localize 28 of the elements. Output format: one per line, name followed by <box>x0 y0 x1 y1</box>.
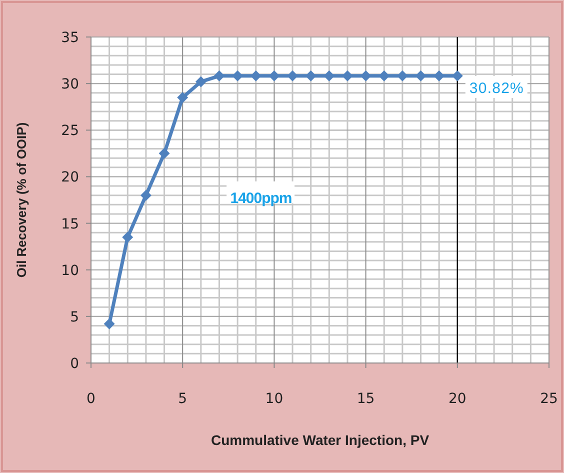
point <box>177 92 188 104</box>
point <box>195 76 206 88</box>
y-tick-label: 30 <box>61 76 79 93</box>
annotation: 1400ppm <box>230 190 292 207</box>
y-tick-label: 15 <box>61 216 79 232</box>
y-tick-label: 35 <box>61 30 79 46</box>
y-tick-label: 10 <box>61 262 79 279</box>
point <box>122 232 134 243</box>
y-tick-label: 20 <box>61 170 79 186</box>
annotation: 30.82% <box>469 80 524 97</box>
y-tick-label: 25 <box>61 123 79 140</box>
x-tick-label: 10 <box>265 391 284 407</box>
x-tick-label: 20 <box>448 391 466 407</box>
y-tick-label: 0 <box>70 356 79 372</box>
point <box>360 70 372 82</box>
point <box>104 318 115 330</box>
x-tick-label: 15 <box>356 391 375 407</box>
y-axis-title: Oil Recovery (% of OOIP) <box>14 122 29 278</box>
x-tick-label: 25 <box>540 391 558 407</box>
point <box>415 70 426 82</box>
point <box>214 70 225 82</box>
point <box>158 148 170 159</box>
point <box>268 70 280 82</box>
x-tick-label: 0 <box>86 391 96 407</box>
x-tick-label: 5 <box>178 391 188 407</box>
point <box>140 190 152 201</box>
y-tick-label: 5 <box>70 309 79 326</box>
x-axis-title: Cummulative Water Injection, PV <box>210 432 430 448</box>
